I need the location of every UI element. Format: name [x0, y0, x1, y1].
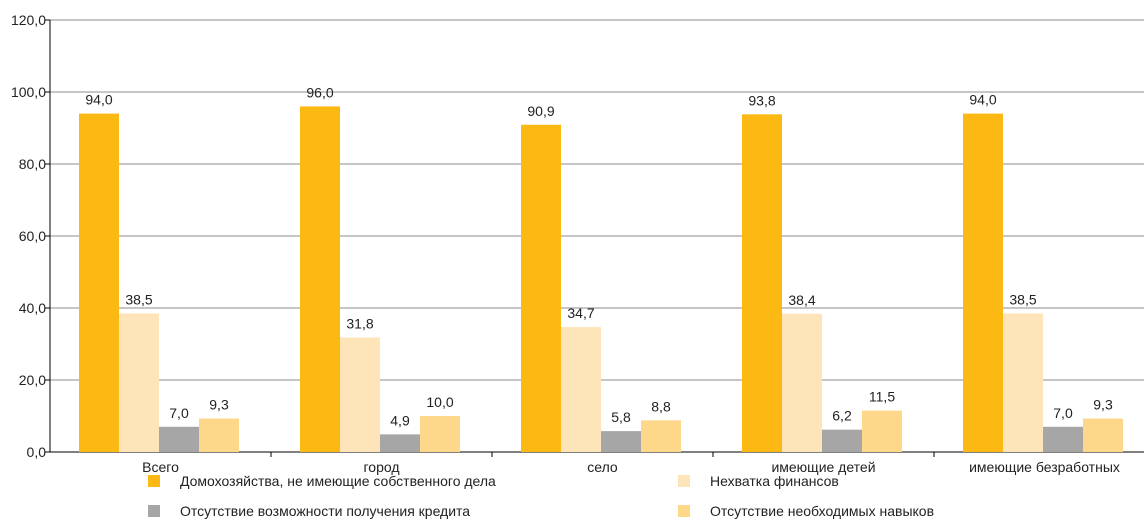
data-label: 34,7: [567, 305, 594, 321]
data-label: 7,0: [1053, 405, 1073, 421]
legend-label: Отсутствие необходимых навыков: [710, 503, 934, 519]
bar: [782, 313, 822, 452]
bar: [420, 416, 460, 452]
data-label: 11,5: [869, 389, 895, 405]
legend-item: Домохозяйства, не имеющие собственного д…: [148, 473, 496, 489]
legend-swatch: [678, 475, 690, 487]
bar: [862, 410, 902, 452]
legend: Домохозяйства, не имеющие собственного д…: [148, 473, 934, 519]
data-label: 10,0: [426, 394, 453, 410]
data-label: 9,3: [209, 397, 229, 413]
grid-lines: [50, 19, 1144, 381]
data-label: 93,8: [748, 92, 775, 108]
data-label: 9,3: [1093, 397, 1113, 413]
data-label: 94,0: [969, 92, 996, 108]
legend-label: Нехватка финансов: [710, 473, 839, 489]
bar: [1043, 426, 1083, 452]
data-label: 7,0: [169, 405, 189, 421]
y-tick-label: 80,0: [19, 156, 46, 172]
data-label: 94,0: [85, 92, 112, 108]
legend-item: Отсутствие необходимых навыков: [678, 503, 934, 519]
x-tick-label: имеющие безработных: [969, 459, 1120, 475]
bar: [742, 114, 782, 452]
data-label: 6,2: [832, 408, 852, 424]
bar: [601, 431, 641, 452]
data-label: 31,8: [346, 316, 373, 332]
x-tick-label: село: [587, 459, 618, 475]
legend-item: Нехватка финансов: [678, 473, 839, 489]
data-label: 96,0: [306, 84, 333, 100]
value-labels: 94,0 96,0 90,9 93,8 94,0 38,5 31,8 34,7 38,4 38,5…: [85, 84, 1113, 428]
bar: [822, 429, 862, 452]
bar: [199, 418, 239, 452]
bar: [340, 337, 380, 452]
data-label: 90,9: [527, 103, 554, 119]
legend-item: Отсутствие возможности получения кредита: [148, 503, 470, 519]
bars: [79, 106, 1123, 453]
legend-swatch: [148, 475, 160, 487]
y-tick-label: 60,0: [19, 228, 46, 244]
x-tick-label: имеющие детей: [771, 459, 875, 475]
x-tick-label: Всего: [142, 459, 179, 475]
bar: [159, 426, 199, 452]
data-label: 38,5: [1009, 291, 1036, 307]
y-tick-label: 40,0: [19, 300, 46, 316]
data-label: 5,8: [611, 409, 631, 425]
data-label: 8,8: [651, 398, 671, 414]
bar: [521, 124, 561, 452]
data-label: 38,5: [125, 291, 152, 307]
y-tick-label: 120,0: [11, 12, 46, 28]
data-label: 38,4: [788, 292, 815, 308]
y-tick-label: 20,0: [19, 372, 46, 388]
bar: [963, 113, 1003, 452]
bar: [300, 106, 340, 453]
legend-swatch: [678, 505, 690, 517]
bar: [380, 434, 420, 452]
bar: [561, 327, 601, 452]
bar: [1083, 418, 1123, 452]
legend-label: Отсутствие возможности получения кредита: [180, 503, 470, 519]
data-label: 4,9: [390, 412, 410, 428]
legend-label: Домохозяйства, не имеющие собственного д…: [180, 473, 496, 489]
y-tick-label: 100,0: [11, 84, 46, 100]
x-tick-label: город: [363, 459, 399, 475]
bar: [79, 113, 119, 452]
bar: [119, 313, 159, 452]
y-tick-label: 0,0: [27, 444, 47, 460]
legend-swatch: [148, 505, 160, 517]
bar: [641, 420, 681, 452]
bar: [1003, 313, 1043, 452]
